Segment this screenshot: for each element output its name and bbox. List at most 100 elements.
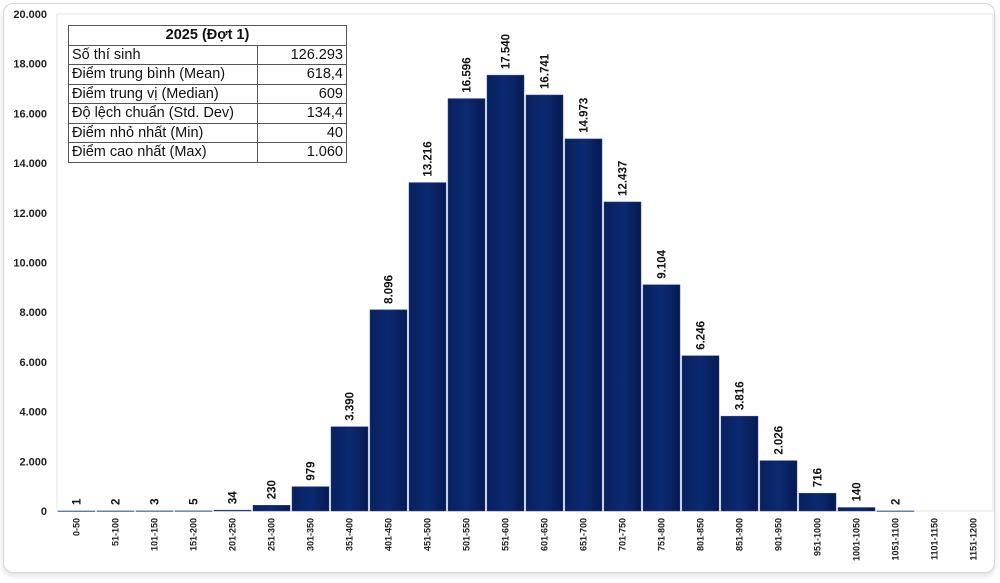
bar xyxy=(57,510,96,512)
x-tick-label: 751-800 xyxy=(657,518,667,551)
x-tick-label: 851-900 xyxy=(735,518,745,551)
x-tick-label: 551-600 xyxy=(501,518,511,551)
x-tick-label: 351-400 xyxy=(345,518,355,551)
y-tick-label: 10.000 xyxy=(13,258,47,270)
data-label: 17.540 xyxy=(501,34,513,69)
plot-area xyxy=(56,13,994,512)
y-tick-label: 2.000 xyxy=(19,456,47,468)
data-label: 2 xyxy=(891,499,903,505)
stats-row: Điểm trung bình (Mean) 618,4 xyxy=(68,64,347,85)
stats-label: Độ lệch chuẩn (Std. Dev) xyxy=(68,103,258,124)
x-tick-label: 101-150 xyxy=(150,518,160,551)
bar xyxy=(759,460,798,512)
data-label: 3.390 xyxy=(345,392,357,421)
bar xyxy=(603,201,642,512)
y-tick-label: 0 xyxy=(41,506,47,518)
bar xyxy=(798,492,837,512)
data-label: 2.026 xyxy=(774,426,786,455)
y-tick-label: 12.000 xyxy=(13,208,47,220)
data-label: 16.741 xyxy=(540,53,552,89)
stats-row: Số thí sinh 126.293 xyxy=(68,44,347,65)
stats-row: Điểm nhỏ nhất (Min) 40 xyxy=(68,122,347,143)
bar xyxy=(486,74,525,512)
stats-label: Điểm trung bình (Mean) xyxy=(68,64,258,85)
y-tick-label: 4.000 xyxy=(19,407,47,419)
data-label: 16.596 xyxy=(462,57,474,92)
data-label: 230 xyxy=(267,480,279,499)
bar xyxy=(135,510,174,512)
stats-value: 609 xyxy=(257,83,347,104)
x-tick-label: 0-50 xyxy=(72,518,82,536)
x-tick-label: 1101-1150 xyxy=(930,518,940,560)
x-tick-label: 701-750 xyxy=(618,518,628,551)
y-tick-label: 8.000 xyxy=(19,307,47,319)
y-tick-label: 6.000 xyxy=(19,357,47,369)
x-tick-label: 951-1000 xyxy=(813,518,823,556)
x-tick-label: 1151-1200 xyxy=(969,518,979,561)
stats-label: Số thí sinh xyxy=(68,44,258,65)
y-tick-label: 16.000 xyxy=(13,108,47,120)
bar xyxy=(213,509,252,512)
x-tick-label: 151-200 xyxy=(189,518,199,551)
data-label: 9.104 xyxy=(657,249,669,278)
bar xyxy=(252,505,291,512)
data-label: 8.096 xyxy=(384,275,396,304)
data-label: 14.973 xyxy=(579,98,591,133)
stats-label: Điểm cao nhất (Max) xyxy=(68,142,258,163)
stats-value: 618,4 xyxy=(257,64,347,85)
y-tick-label: 20.000 xyxy=(13,9,47,21)
data-label: 140 xyxy=(852,482,864,501)
y-tick-label: 14.000 xyxy=(13,158,47,170)
bar xyxy=(564,138,603,512)
bar xyxy=(408,182,447,512)
stats-value: 40 xyxy=(257,122,347,143)
stats-row: Độ lệch chuẩn (Std. Dev) 134,4 xyxy=(68,103,347,124)
x-tick-label: 51-100 xyxy=(111,518,121,546)
bar xyxy=(720,415,759,512)
stats-row: Điểm cao nhất (Max) 1.060 xyxy=(68,142,347,163)
x-tick-label: 501-550 xyxy=(462,518,472,551)
data-label: 34 xyxy=(228,491,240,504)
x-tick-label: 451-500 xyxy=(423,518,433,551)
data-label: 3.816 xyxy=(735,381,747,410)
stats-label: Điểm trung vị (Median) xyxy=(68,83,258,104)
x-tick-label: 901-950 xyxy=(774,518,784,551)
data-label: 3 xyxy=(150,499,162,505)
bar xyxy=(681,355,720,512)
x-tick-label: 1051-1100 xyxy=(891,518,901,561)
stats-value: 1.060 xyxy=(257,142,347,163)
stats-value: 126.293 xyxy=(257,44,347,65)
data-label: 2 xyxy=(111,499,123,505)
stats-row: Điểm trung vị (Median) 609 xyxy=(68,83,347,104)
x-tick-label: 801-850 xyxy=(696,518,706,551)
data-label: 979 xyxy=(306,461,318,480)
data-label: 6.246 xyxy=(696,321,708,350)
stats-label: Điểm nhỏ nhất (Min) xyxy=(68,122,258,143)
x-tick-label: 651-700 xyxy=(579,518,589,551)
data-label: 13.216 xyxy=(423,141,435,176)
bar xyxy=(369,309,408,512)
data-label: 716 xyxy=(813,468,825,487)
data-label: 5 xyxy=(189,498,201,505)
stats-value: 134,4 xyxy=(257,103,347,124)
x-tick-label: 401-450 xyxy=(384,518,394,551)
bar xyxy=(525,94,564,512)
bar xyxy=(876,510,915,512)
stats-table: 2025 (Đợt 1) Số thí sinh 126.293 Điểm tru… xyxy=(68,25,347,163)
data-label: 12.437 xyxy=(618,161,630,196)
bar xyxy=(96,510,135,512)
data-label: 1 xyxy=(72,498,84,505)
bar xyxy=(330,426,369,512)
x-tick-label: 251-300 xyxy=(267,518,277,551)
bar xyxy=(642,284,681,512)
x-tick-label: 201-250 xyxy=(228,518,238,551)
bar xyxy=(837,507,876,512)
y-tick-label: 18.000 xyxy=(13,59,47,71)
bar xyxy=(174,510,213,512)
x-tick-label: 601-650 xyxy=(540,518,550,551)
stats-title: 2025 (Đợt 1) xyxy=(68,25,347,46)
bar xyxy=(291,486,330,512)
x-tick-label: 1001-1050 xyxy=(852,518,862,561)
x-tick-label: 301-350 xyxy=(306,518,316,551)
